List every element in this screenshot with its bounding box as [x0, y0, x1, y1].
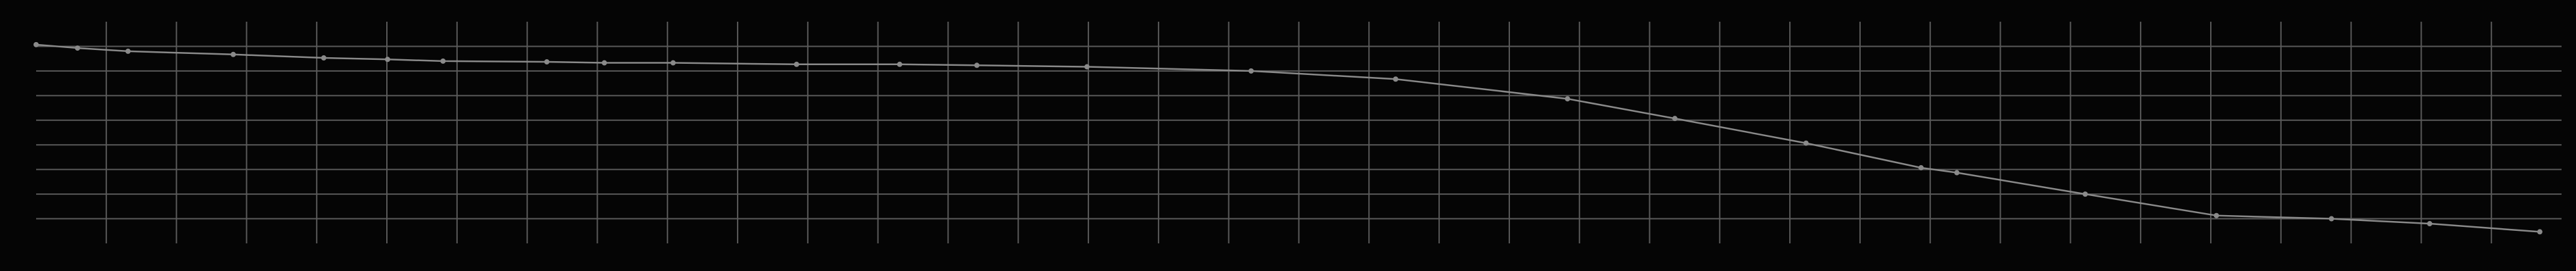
data-point: [2537, 229, 2543, 235]
data-point: [1248, 68, 1254, 74]
data-point: [2213, 212, 2219, 218]
data-point: [1565, 96, 1570, 102]
data-point: [1084, 64, 1090, 70]
data-point: [544, 59, 550, 65]
data-point: [33, 41, 39, 47]
data-point: [1954, 170, 1960, 176]
data-point: [231, 51, 236, 57]
data-point: [385, 57, 391, 62]
data-point: [321, 55, 326, 61]
data-point: [602, 60, 608, 66]
data-point: [75, 45, 81, 51]
data-point: [440, 58, 446, 64]
data-point: [2082, 191, 2088, 197]
data-point: [1392, 76, 1398, 82]
data-point: [897, 61, 902, 67]
data-point: [974, 62, 980, 68]
data-point: [1918, 165, 1924, 171]
data-point: [125, 48, 131, 54]
data-line: [35, 43, 2540, 233]
data-point: [2427, 221, 2433, 227]
data-point: [670, 60, 676, 66]
data-point: [1803, 140, 1809, 146]
data-point: [2328, 216, 2334, 222]
data-point: [1672, 116, 1677, 122]
data-point: [793, 61, 799, 67]
